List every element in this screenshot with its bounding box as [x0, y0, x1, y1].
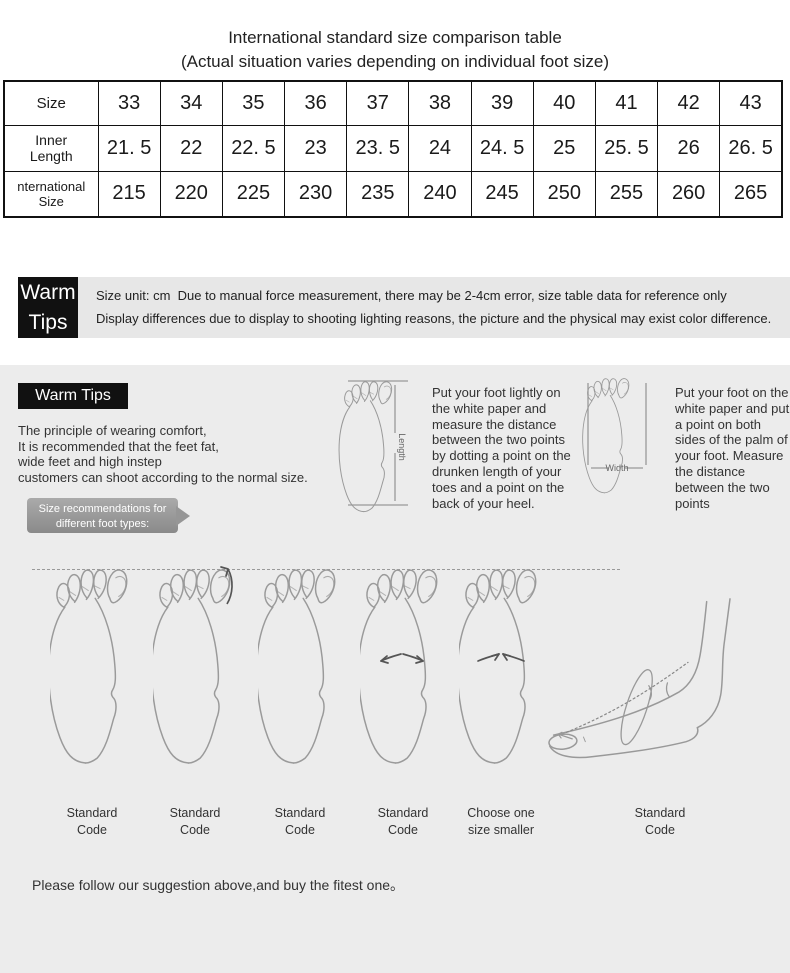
svg-text:Width: Width: [605, 463, 628, 473]
svg-text:Length: Length: [397, 433, 407, 461]
